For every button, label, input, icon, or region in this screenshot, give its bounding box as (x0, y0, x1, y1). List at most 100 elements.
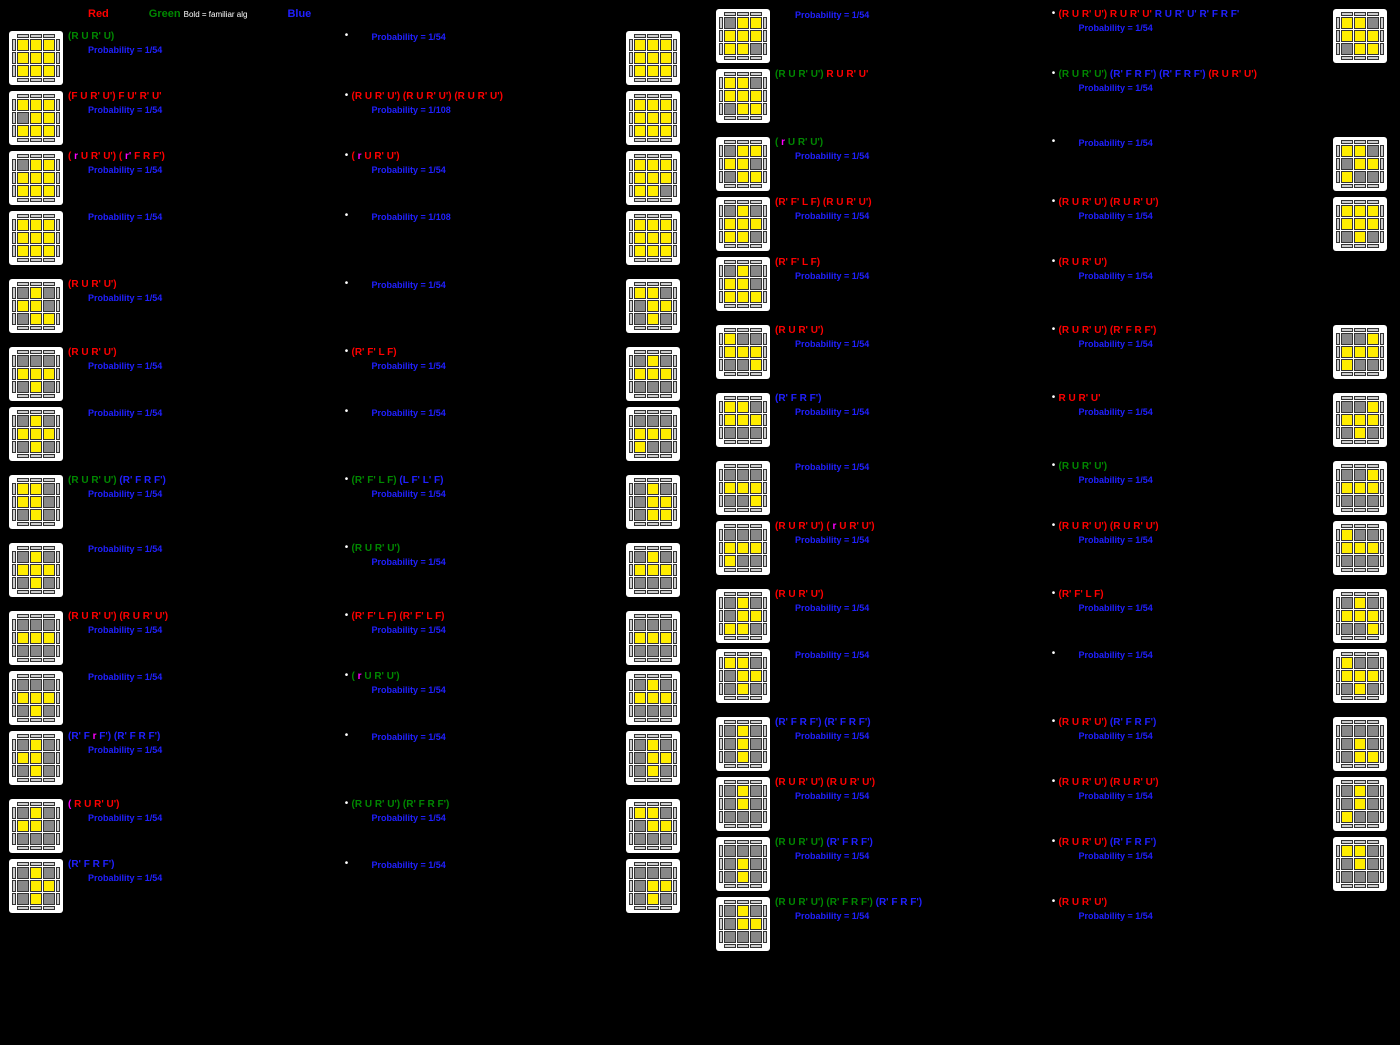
cube-diagram (716, 257, 770, 311)
algorithm: (R' F' L F) (R U R' U') (775, 196, 1049, 209)
cube-diagram (626, 91, 680, 145)
right-column: Probability = 1/54•(R U R' U') R U R' U'… (715, 8, 1392, 964)
algorithm: R U R' U' (1059, 392, 1333, 405)
probability: Probability = 1/54 (352, 361, 626, 371)
cube-diagram (626, 347, 680, 401)
case-row: (R U R' U') (R' F R F')Probability = 1/5… (715, 836, 1392, 892)
algorithm: (R U R' U') (R' F R F') (R' F R F') (R U… (1059, 68, 1333, 81)
cube-diagram (716, 393, 770, 447)
probability: Probability = 1/54 (1059, 271, 1333, 281)
legend-red: Red (88, 8, 109, 20)
probability: Probability = 1/54 (1059, 475, 1333, 485)
algorithm: ( r U R' U') (352, 670, 626, 683)
algorithm: (R' F R F') (775, 392, 1049, 405)
probability: Probability = 1/54 (68, 544, 342, 554)
algorithm: (R U R' U') (68, 278, 342, 291)
probability: Probability = 1/54 (775, 791, 1049, 801)
cube-diagram (626, 543, 680, 597)
probability: Probability = 1/54 (68, 489, 342, 499)
probability: Probability = 1/54 (352, 557, 626, 567)
cube-diagram (1333, 9, 1387, 63)
probability: Probability = 1/54 (352, 813, 626, 823)
algorithm: (R U R' U') (1059, 256, 1333, 269)
cube-diagram (1333, 137, 1387, 191)
probability: Probability = 1/54 (1059, 603, 1333, 613)
case-row: (F U R' U') F U' R' U'Probability = 1/54… (8, 90, 685, 146)
cube-diagram (626, 31, 680, 85)
algorithm: (R' F' L F) (R' F' L F) (352, 610, 626, 623)
cube-diagram (716, 461, 770, 515)
algorithm: (R U R' U') (R U R' U') (1059, 776, 1333, 789)
cube-diagram (9, 31, 63, 85)
legend-green: Green (149, 8, 181, 20)
algorithm: (R U R' U') (R U R' U') (775, 776, 1049, 789)
algorithm: (R U R' U') (775, 324, 1049, 337)
algorithm: (R U R' U') (R' F R F') (1059, 716, 1333, 729)
algorithm: (R' F r F') (R' F R F') (68, 730, 342, 743)
cube-diagram (626, 799, 680, 853)
probability: Probability = 1/54 (775, 851, 1049, 861)
algorithm-sheet: Red Green Bold = familiar alg Blue (R U … (8, 8, 1392, 964)
probability: Probability = 1/54 (775, 603, 1049, 613)
probability: Probability = 1/54 (68, 212, 342, 222)
probability: Probability = 1/54 (352, 489, 626, 499)
probability: Probability = 1/54 (68, 745, 342, 755)
cube-diagram (716, 69, 770, 123)
algorithm: (R U R' U) (68, 30, 342, 43)
probability: Probability = 1/54 (352, 625, 626, 635)
case-row: Probability = 1/54•(R U R' U') R U R' U'… (715, 8, 1392, 64)
probability: Probability = 1/54 (1059, 791, 1333, 801)
probability: Probability = 1/54 (775, 535, 1049, 545)
probability: Probability = 1/54 (68, 361, 342, 371)
probability: Probability = 1/54 (1059, 911, 1333, 921)
probability: Probability = 1/54 (68, 813, 342, 823)
probability: Probability = 1/54 (775, 211, 1049, 221)
probability: Probability = 1/54 (68, 105, 342, 115)
cube-diagram (716, 137, 770, 191)
cube-diagram (716, 197, 770, 251)
cube-diagram (716, 325, 770, 379)
case-row: ( r U R' U')Probability = 1/54•Probabili… (715, 136, 1392, 192)
algorithm: (R' F R F') (R' F R F') (775, 716, 1049, 729)
probability: Probability = 1/54 (68, 408, 342, 418)
cube-diagram (9, 347, 63, 401)
algorithm: (R U R' U') (68, 346, 342, 359)
case-row: Probability = 1/54•(R U R' U')Probabilit… (8, 542, 685, 598)
cube-diagram (716, 717, 770, 771)
cube-diagram (626, 731, 680, 785)
cube-diagram (9, 211, 63, 265)
probability: Probability = 1/54 (1059, 650, 1333, 660)
algorithm: (R U R' U') (R U R' U') (1059, 520, 1333, 533)
probability: Probability = 1/54 (1059, 407, 1333, 417)
probability: Probability = 1/54 (775, 462, 1049, 472)
cube-diagram (626, 279, 680, 333)
algorithm: (R U R' U') (775, 588, 1049, 601)
cube-diagram (1333, 777, 1387, 831)
case-row: (R' F r F') (R' F R F') Probability = 1/5… (8, 730, 685, 786)
algorithm: (R U R' U') (1059, 460, 1333, 473)
case-row: (R U R' U)Probability = 1/54•Probability… (8, 30, 685, 86)
probability: Probability = 1/54 (352, 408, 626, 418)
cube-diagram (716, 589, 770, 643)
algorithm: (R U R' U') (1059, 896, 1333, 909)
case-row: (R' F' L F)Probability = 1/54•(R U R' U'… (715, 256, 1392, 312)
probability: Probability = 1/54 (68, 672, 342, 682)
case-row: (R U R' U') (R U R' U') Probability = 1/5… (715, 776, 1392, 832)
probability: Probability = 1/54 (352, 685, 626, 695)
probability: Probability = 1/54 (352, 280, 626, 290)
case-row: ( r U R' U') ( r' F R F')Probability = 1… (8, 150, 685, 206)
probability: Probability = 1/54 (775, 731, 1049, 741)
algorithm: (R' F' L F) (L F' L' F) (352, 474, 626, 487)
case-row: ( R U R' U')Probability = 1/54•(R U R' U… (8, 798, 685, 854)
cube-diagram (716, 777, 770, 831)
case-row: (R U R' U') (R U R' U') Probability = 1/5… (8, 610, 685, 666)
probability: Probability = 1/54 (68, 45, 342, 55)
probability: Probability = 1/54 (68, 293, 342, 303)
case-row: (R U R' U')Probability = 1/54•(R U R' U'… (715, 324, 1392, 380)
cube-diagram (9, 279, 63, 333)
algorithm: (R U R' U') ( r U R' U') (775, 520, 1049, 533)
legend: Red Green Bold = familiar alg Blue (8, 8, 685, 20)
case-row: (R U R' U')Probability = 1/54•(R' F' L F… (715, 588, 1392, 644)
algorithm: (R U R' U') (R U R' U') (1059, 196, 1333, 209)
algorithm: (R U R' U') (R U R' U') (68, 610, 342, 623)
